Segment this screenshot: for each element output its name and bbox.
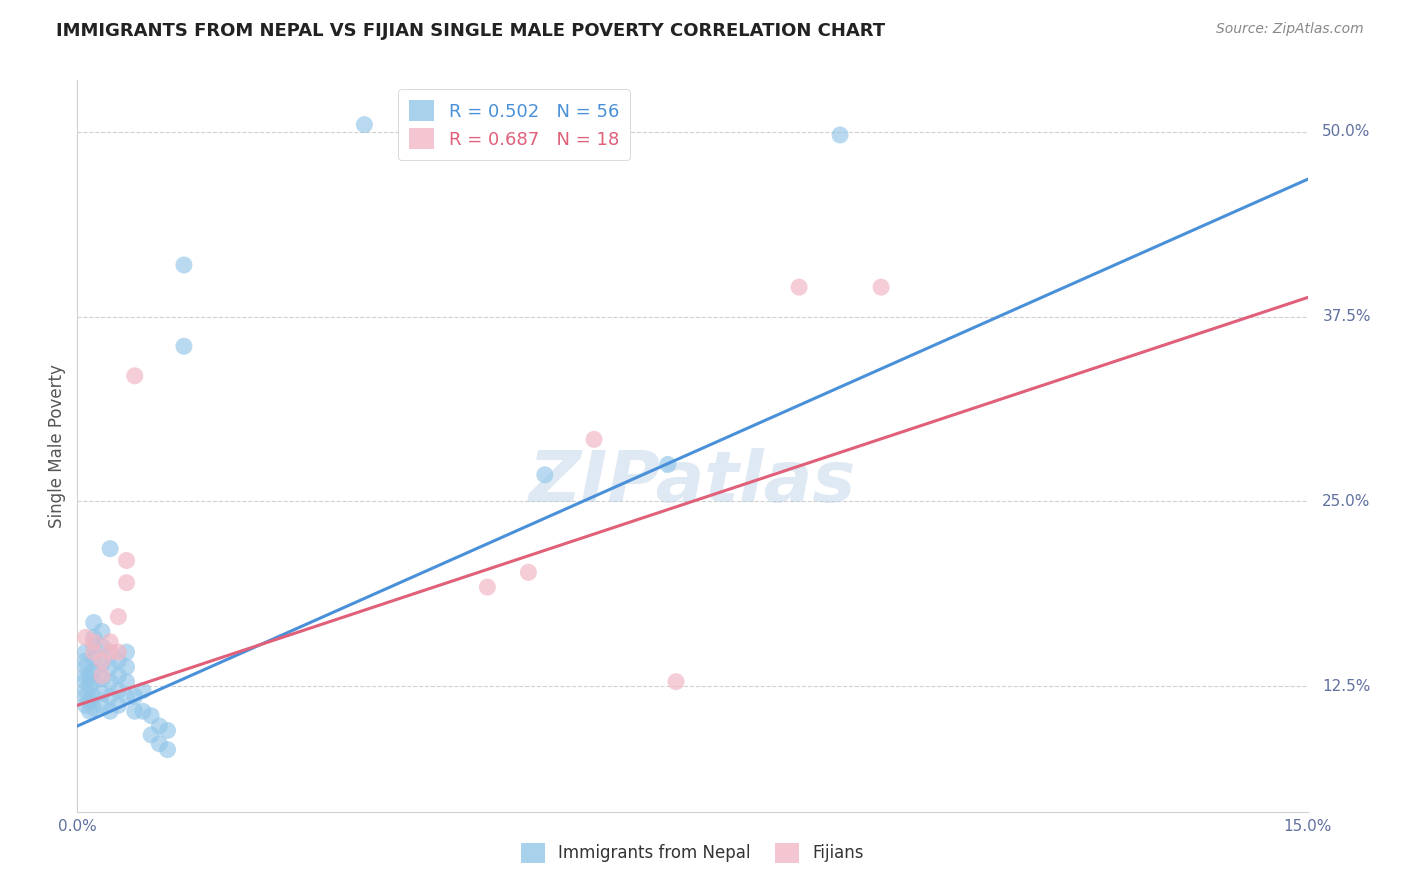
Text: 37.5%: 37.5% (1323, 310, 1371, 324)
Point (98, 541, 121, 556)
Point (83, 645, 105, 659)
Point (98, 674, 121, 689)
Point (124, 368, 146, 383)
Point (517, 566, 540, 580)
Point (148, 719, 170, 733)
Point (657, 458, 679, 472)
Point (98, 645, 121, 659)
Point (534, 467, 557, 482)
Point (98, 660, 121, 674)
Point (107, 669, 129, 683)
Point (75, 698, 97, 713)
Point (90, 686, 114, 700)
Point (115, 660, 138, 674)
Point (90, 654, 114, 668)
Point (83, 634, 105, 648)
Point (75, 645, 97, 659)
Point (148, 737, 170, 751)
Point (115, 553, 138, 567)
Text: IMMIGRANTS FROM NEPAL VS FIJIAN SINGLE MALE POVERTY CORRELATION CHART: IMMIGRANTS FROM NEPAL VS FIJIAN SINGLE M… (56, 22, 886, 40)
Point (173, 258, 195, 272)
Point (83, 615, 105, 630)
Point (353, 118, 375, 132)
Point (156, 742, 179, 756)
Point (98, 645, 121, 659)
Point (79, 704, 101, 718)
Point (115, 690, 138, 704)
Point (79, 694, 101, 708)
Point (107, 654, 129, 668)
Point (75, 674, 97, 689)
Text: ZIPatlas: ZIPatlas (529, 448, 856, 517)
Point (787, 280, 810, 294)
Point (75, 683, 97, 698)
Point (141, 728, 163, 742)
Point (115, 575, 138, 590)
Point (90, 669, 114, 683)
Legend: Immigrants from Nepal, Fijians: Immigrants from Nepal, Fijians (515, 837, 870, 869)
Point (173, 339, 195, 353)
Point (141, 708, 163, 723)
Point (75, 660, 97, 674)
Point (107, 609, 129, 624)
Text: 50.0%: 50.0% (1323, 125, 1371, 139)
Point (107, 683, 129, 698)
Point (79, 669, 101, 683)
Point (83, 674, 105, 689)
Point (115, 674, 138, 689)
Point (90, 639, 114, 653)
Point (83, 665, 105, 679)
Point (75, 690, 97, 704)
Point (75, 631, 97, 645)
Point (75, 669, 97, 683)
Point (83, 690, 105, 704)
Point (477, 580, 499, 594)
Point (90, 657, 114, 671)
Text: 25.0%: 25.0% (1323, 494, 1371, 509)
Point (156, 723, 179, 738)
Point (107, 698, 129, 713)
Point (115, 645, 138, 659)
Point (124, 704, 146, 718)
Point (90, 672, 114, 686)
Point (83, 639, 105, 653)
Text: 12.5%: 12.5% (1323, 679, 1371, 694)
Point (83, 701, 105, 715)
Point (75, 654, 97, 668)
Text: Source: ZipAtlas.com: Source: ZipAtlas.com (1216, 22, 1364, 37)
Point (870, 280, 893, 294)
Point (665, 674, 688, 689)
Point (83, 631, 105, 645)
Point (107, 645, 129, 659)
Point (583, 433, 606, 447)
Point (98, 634, 121, 648)
Y-axis label: Single Male Poverty: Single Male Poverty (48, 364, 66, 528)
Point (98, 704, 121, 718)
Point (90, 698, 114, 713)
Point (830, 128, 852, 142)
Point (124, 690, 146, 704)
Point (132, 683, 155, 698)
Point (90, 624, 114, 639)
Point (79, 679, 101, 693)
Point (132, 704, 155, 718)
Point (83, 652, 105, 666)
Point (98, 690, 121, 704)
